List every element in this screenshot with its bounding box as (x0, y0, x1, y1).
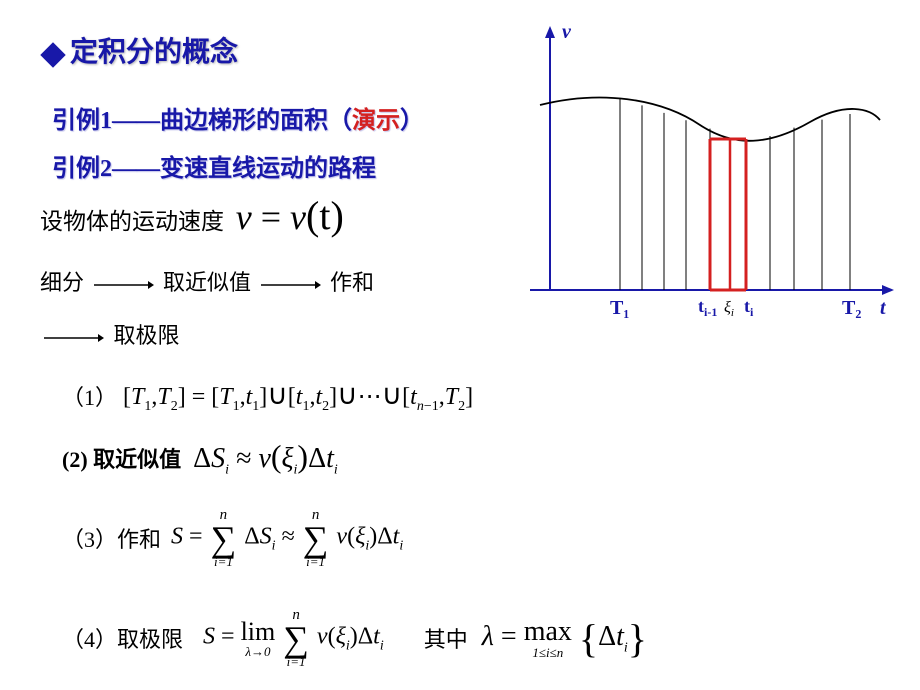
speed-text: 设物体的运动速度 (40, 209, 224, 234)
eq-sign: = (252, 197, 290, 237)
formula-3: （3）作和 S = n∑i=1 ΔSi ≈ n∑i=1 v(ξi)Δti (62, 508, 403, 568)
formula-4: （4）取极限 S = limλ→0 n∑i=1 v(ξi)Δti 其中 λ = … (62, 608, 647, 668)
steps-row-2: 取极限 (40, 318, 180, 350)
label-4: （4）取极限 (62, 622, 183, 654)
math-4: S = limλ→0 n∑i=1 v(ξi)Δti (203, 608, 384, 668)
steps-row-1: 细分 取近似值 作和 (40, 265, 374, 297)
formula-1: （1） [T1,T2] = [T1,t1]∪[t1,t2]∪⋯∪[tn−1,T2… (62, 378, 473, 415)
v-var: v (236, 197, 252, 237)
example1-suffix: ） (400, 108, 424, 134)
label-1: （1） (62, 380, 117, 412)
math-3: S = n∑i=1 ΔSi ≈ n∑i=1 v(ξi)Δti (171, 508, 403, 568)
vt-var: v (290, 197, 306, 237)
svg-text:T₁: T₁ (610, 297, 629, 319)
svg-text:t: t (880, 297, 887, 319)
where-label: 其中 (424, 622, 468, 654)
example2-text: 引例2——变速直线运动的路程 (52, 156, 376, 182)
diamond-bullet-icon (40, 42, 65, 67)
svg-text:ti: ti (744, 296, 754, 319)
math-lambda: λ = max1≤i≤n {Δti} (482, 615, 647, 662)
svg-text:ti-1: ti-1 (698, 296, 717, 319)
velocity-graph: v t T₁ T₂ ti-1 ξiti (450, 20, 900, 330)
arrow-icon (94, 278, 154, 292)
speed-formula: v = v(t) (236, 197, 344, 237)
arrow-icon (44, 331, 104, 345)
example-1: 引例1——曲边梯形的面积（演示） (52, 100, 424, 135)
example-2: 引例2——变速直线运动的路程 (52, 148, 376, 183)
title-text: 定积分的概念 (70, 37, 238, 68)
formula-2: (2) 取近似值 ΔSi ≈ v(ξi)Δti (62, 438, 338, 479)
math-2: ΔSi ≈ v(ξi)Δti (193, 438, 338, 479)
svg-text:ξi: ξi (724, 299, 734, 319)
svg-text:v: v (562, 21, 572, 43)
paren-t: (t) (306, 193, 344, 238)
step-2: 取近似值 (163, 270, 251, 295)
example1-demo: 演示 (352, 108, 400, 134)
step-3: 作和 (330, 270, 374, 295)
page-title: 定积分的概念 (44, 30, 238, 70)
label-3: （3）作和 (62, 522, 161, 554)
step-1: 细分 (40, 270, 84, 295)
arrow-icon (261, 278, 321, 292)
speed-description: 设物体的运动速度 v = v(t) (40, 192, 344, 239)
svg-text:T₂: T₂ (842, 297, 861, 319)
example1-prefix: 引例1——曲边梯形的面积（ (52, 108, 352, 134)
math-1: [T1,T2] = [T1,t1]∪[t1,t2]∪⋯∪[tn−1,T2] (117, 378, 473, 415)
step-4: 取极限 (114, 323, 180, 348)
label-2: (2) 取近似值 (62, 442, 181, 474)
